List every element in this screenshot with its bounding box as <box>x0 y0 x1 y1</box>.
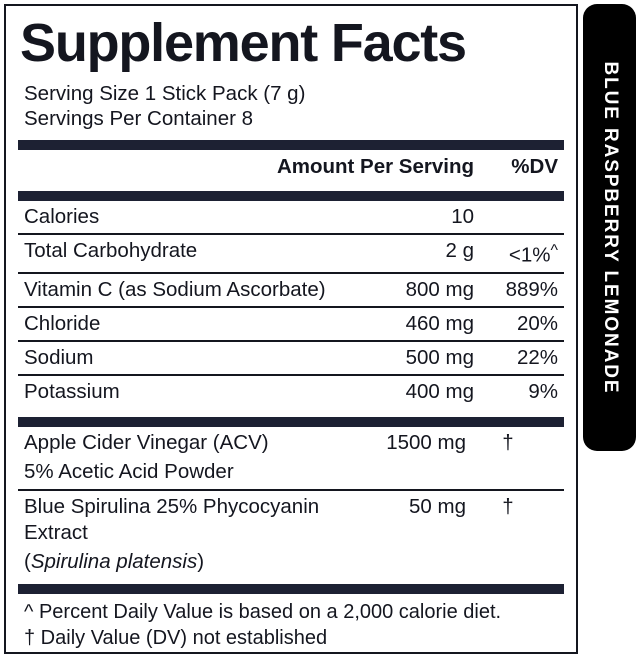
nutrient-amount: 500 mg <box>405 345 474 369</box>
divider-thick-footnotes <box>18 583 564 594</box>
table-row: Blue Spirulina 25% Phycocyanin Extract 5… <box>18 491 564 549</box>
serving-size: Serving Size 1 Stick Pack (7 g) <box>24 82 306 105</box>
table-row: Potassium 400 mg 9% <box>18 376 564 408</box>
nutrient-amount: 800 mg <box>405 277 474 301</box>
table-row: Chloride 460 mg 20% <box>18 308 564 340</box>
column-header-amount: Amount Per Serving <box>276 155 474 178</box>
ingredient-amount: 50 mg <box>409 494 466 518</box>
page-title: Supplement Facts <box>20 13 467 73</box>
nutrient-dv: 20% <box>516 311 558 335</box>
nutrient-name: Chloride <box>24 311 101 335</box>
nutrient-dv: <1%^ <box>508 242 558 267</box>
servings-per-container: Servings Per Container 8 <box>24 107 254 130</box>
row-divider <box>18 373 564 376</box>
nutrient-name: Calories <box>24 205 100 228</box>
botanical-latin-name: Spirulina platensis <box>30 549 198 573</box>
nutrient-amount: 460 mg <box>405 311 474 335</box>
row-divider <box>18 488 564 491</box>
serving-info: Serving Size 1 Stick Pack (7 g) Servings… <box>24 81 564 131</box>
nutrient-name: Vitamin C (as Sodium Ascorbate) <box>24 277 326 301</box>
footnotes: ^ Percent Daily Value is based on a 2,00… <box>18 594 564 651</box>
ingredient-dv: † <box>502 494 514 518</box>
nutrient-dv: 9% <box>528 379 558 403</box>
ingredient-amount: 1500 mg <box>386 430 466 454</box>
ingredient-name-line2: 5% Acetic Acid Powder <box>24 459 234 483</box>
table-row: Calories 10 <box>18 201 564 233</box>
ingredient-dv: † <box>502 430 514 454</box>
row-divider <box>18 271 564 274</box>
nutrient-dv: 889% <box>505 277 558 301</box>
footnote-daily-value: ^ Percent Daily Value is based on a 2,00… <box>24 600 502 623</box>
row-divider <box>18 339 564 342</box>
table-row: Sodium 500 mg 22% <box>18 342 564 374</box>
column-header-dv: %DV <box>511 155 558 178</box>
flavor-tab: BLUE RASPBERRY LEMONADE <box>583 4 636 451</box>
divider-thick-top <box>18 140 564 150</box>
divider-thick-blend <box>18 416 564 427</box>
footnote-marker-caret: ^ <box>550 242 558 259</box>
table-header-row: Amount Per Serving %DV <box>18 150 564 185</box>
flavor-tab-label: BLUE RASPBERRY LEMONADE <box>599 61 621 394</box>
row-divider <box>18 305 564 308</box>
ingredient-botanical-name: (Spirulina platensis) <box>24 549 205 573</box>
label-panel: Supplement Facts Serving Size 1 Stick Pa… <box>4 4 578 654</box>
ingredient-name: Apple Cider Vinegar (ACV) <box>24 430 269 454</box>
table-row: Vitamin C (as Sodium Ascorbate) 800 mg 8… <box>18 274 564 306</box>
nutrient-dv: 22% <box>516 345 558 369</box>
divider-thick-header <box>18 191 564 201</box>
nutrient-amount: 2 g <box>445 239 475 262</box>
ingredient-name: Blue Spirulina 25% Phycocyanin Extract <box>24 494 320 544</box>
nutrient-amount: 400 mg <box>405 379 474 403</box>
nutrient-name: Total Carbohydrate <box>24 239 198 262</box>
table-row: Apple Cider Vinegar (ACV) 1500 mg † <box>18 427 564 459</box>
table-row: Total Carbohydrate 2 g <1%^ <box>18 235 564 272</box>
nutrient-name: Sodium <box>24 345 94 369</box>
row-divider <box>18 233 564 235</box>
nutrient-amount: 10 <box>451 205 474 228</box>
footnote-dv-not-established: † Daily Value (DV) not established <box>24 626 328 649</box>
nutrient-name: Potassium <box>24 379 120 403</box>
